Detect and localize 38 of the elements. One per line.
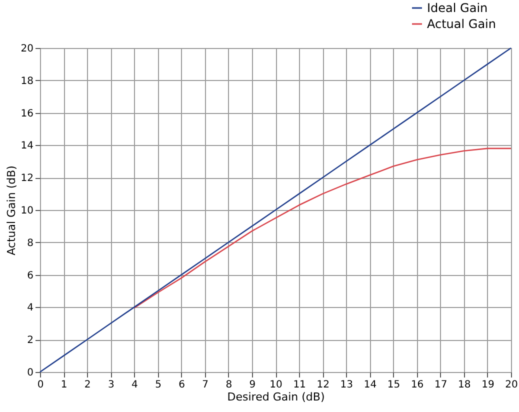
y-tick-label: 12 xyxy=(20,173,34,184)
line-series xyxy=(39,47,512,373)
x-tick-label: 1 xyxy=(60,380,68,390)
x-tick-label: 12 xyxy=(316,380,330,390)
x-tick-label: 19 xyxy=(482,380,494,390)
x-tick-label: 20 xyxy=(505,380,518,390)
x-tick-label: 3 xyxy=(108,380,114,390)
legend-label: Actual Gain xyxy=(427,17,496,31)
x-tick-label: 10 xyxy=(270,380,282,390)
x-tick-label: 17 xyxy=(434,380,448,390)
x-tick-label: 11 xyxy=(293,380,306,390)
y-tick-label: 10 xyxy=(20,206,34,216)
y-tick-label: 6 xyxy=(27,270,34,282)
x-tick-label: 13 xyxy=(340,380,354,390)
legend-label: Ideal Gain xyxy=(427,1,488,15)
y-tick-label: 2 xyxy=(27,335,34,346)
y-tick-label: 20 xyxy=(20,44,34,54)
x-tick-label: 14 xyxy=(364,380,377,390)
y-tick-label: 4 xyxy=(27,302,34,314)
line-series xyxy=(134,148,512,309)
y-axis-title: Actual Gain (dB) xyxy=(4,166,18,256)
x-tick-label: 0 xyxy=(37,380,44,390)
x-tick-label: 18 xyxy=(458,380,471,390)
x-tick-label: 4 xyxy=(132,380,138,390)
y-tick-label: 14 xyxy=(20,140,34,152)
x-tick-label: 8 xyxy=(226,380,232,390)
x-tick-label: 9 xyxy=(249,380,256,390)
x-tick-label: 16 xyxy=(410,380,424,390)
y-tick-label: 16 xyxy=(20,108,34,120)
x-tick-label: 15 xyxy=(387,380,400,390)
y-tick-label: 8 xyxy=(27,238,34,249)
x-tick-label: 7 xyxy=(202,380,209,390)
x-axis-title: Desired Gain (dB) xyxy=(227,390,325,404)
y-tick-label: 0 xyxy=(27,368,34,378)
x-tick-label: 5 xyxy=(155,380,162,390)
x-tick-label: 2 xyxy=(84,380,91,390)
x-tick-label: 6 xyxy=(178,380,185,390)
y-tick-label: 18 xyxy=(20,76,34,87)
